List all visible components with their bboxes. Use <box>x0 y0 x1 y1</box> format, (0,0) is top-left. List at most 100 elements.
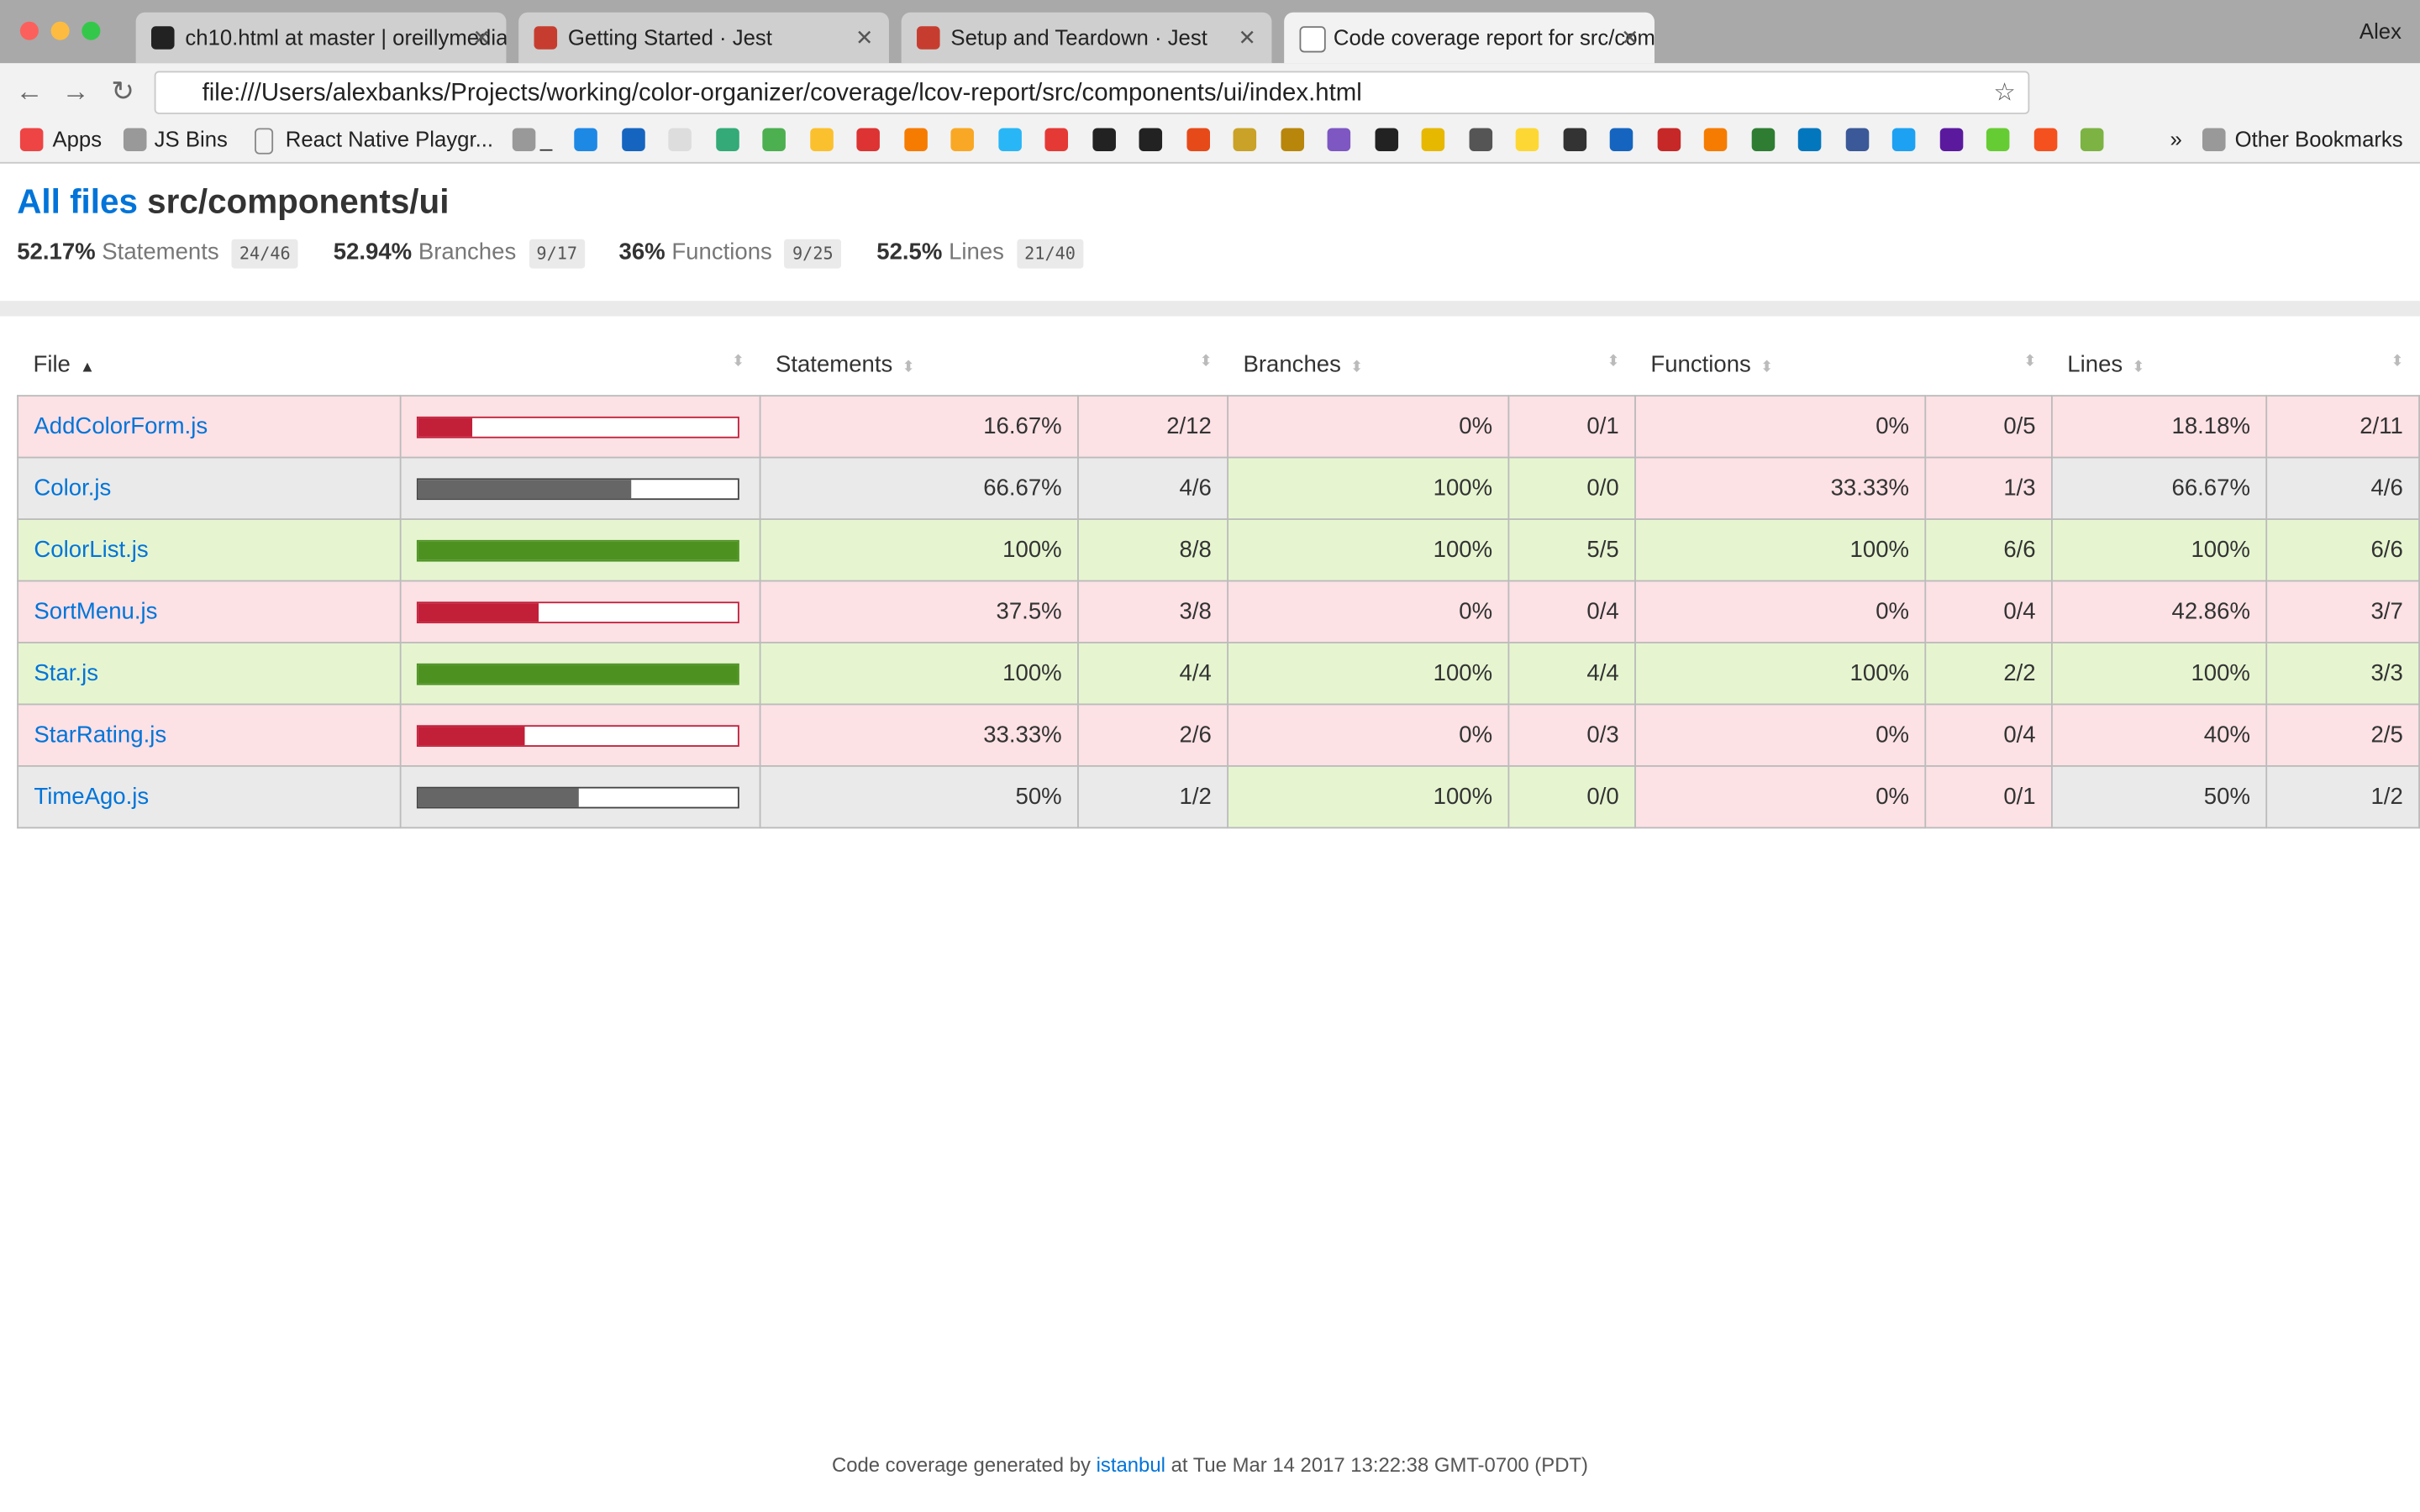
separator <box>0 301 2420 317</box>
bookmark-icon[interactable] <box>2033 128 2057 151</box>
file-link[interactable]: StarRating.js <box>34 722 167 748</box>
istanbul-link[interactable]: istanbul <box>1096 1453 1165 1477</box>
tab[interactable]: Getting Started · Jest ✕ <box>518 12 889 64</box>
file-link[interactable]: SortMenu.js <box>34 598 158 625</box>
forward-button[interactable]: → <box>61 75 90 107</box>
functions-pct: 0% <box>1634 395 1927 459</box>
coverage-table: File ▲ ⬍ Statements ⬍ ⬍ Branches ⬍ ⬍ Functions ⬍ ⬍ L… <box>17 333 2420 829</box>
summary-fraction: 21/40 <box>1016 239 1084 269</box>
bookmark-icon[interactable] <box>1186 128 1210 151</box>
bookmark-icon[interactable] <box>1609 128 1634 151</box>
bookmark-icon[interactable] <box>668 128 692 151</box>
bookmark-star[interactable]: ☆ <box>1993 80 2016 107</box>
bookmark-icon[interactable] <box>1044 128 1069 151</box>
functions-pct: 100% <box>1634 642 1927 706</box>
bookmark-icon[interactable] <box>715 128 739 151</box>
bookmark-icon[interactable] <box>997 128 1021 151</box>
summary-item: 36% Functions 9/25 <box>619 239 841 269</box>
lines-fraction: 3/7 <box>2265 580 2420 643</box>
bookmark-icon[interactable] <box>762 128 786 151</box>
header-label: Statements <box>775 350 893 378</box>
bookmark-icon[interactable] <box>621 128 644 151</box>
lines-fraction: 2/5 <box>2265 703 2420 767</box>
file-cell: AddColorForm.js <box>17 395 402 459</box>
bar-cell <box>399 703 761 767</box>
bookmark-icon[interactable] <box>1233 128 1257 151</box>
bookmark[interactable]: React Native Playgr... <box>285 126 494 151</box>
column-header[interactable]: ⬍ <box>401 333 760 396</box>
bookmark-icon[interactable] <box>1468 128 1492 151</box>
bookmark-icon[interactable] <box>809 128 833 151</box>
bookmark-icon[interactable] <box>1280 128 1304 151</box>
bookmark-icon[interactable] <box>903 128 927 151</box>
reload-button[interactable]: ↻ <box>111 75 134 107</box>
minimize-window[interactable] <box>50 21 70 40</box>
file-link[interactable]: ColorList.js <box>34 537 149 564</box>
close-window[interactable] <box>19 21 39 40</box>
back-button[interactable]: ← <box>15 75 44 107</box>
file-row: ColorList.js 100% 8/8 100% 5/5 100% 6/6 100% 6/6 <box>17 518 2420 582</box>
column-header[interactable]: Statements ⬍ ⬍ <box>760 333 1228 396</box>
bookmark[interactable]: _ <box>539 126 553 151</box>
bookmark-icon[interactable] <box>1939 128 1963 151</box>
file-link[interactable]: Color.js <box>34 475 112 501</box>
bookmark-icon[interactable] <box>950 128 974 151</box>
column-header[interactable]: Lines ⬍ ⬍ <box>2052 333 2419 396</box>
file-link[interactable]: Star.js <box>34 660 98 687</box>
coverage-fill <box>418 726 525 745</box>
bookmark-icon[interactable] <box>1515 128 1539 151</box>
functions-fraction: 0/1 <box>1924 765 2053 829</box>
bookmark-icon[interactable] <box>1327 128 1351 151</box>
bookmark-icon[interactable] <box>1092 128 1116 151</box>
header-row: File ▲ ⬍ Statements ⬍ ⬍ Branches ⬍ ⬍ Functions ⬍ ⬍ L… <box>18 333 2419 396</box>
bookmark-icon[interactable] <box>1139 128 1163 151</box>
bookmark-icon[interactable] <box>1703 128 1728 151</box>
address-bar[interactable]: file:///Users/alexbanks/Projects/working… <box>154 71 2030 114</box>
summary-item: 52.5% Lines 21/40 <box>876 239 1084 269</box>
footer-text: Code coverage generated by <box>831 1453 1091 1477</box>
bookmark[interactable]: Other Bookmarks <box>2234 126 2403 151</box>
column-header[interactable]: Branches ⬍ ⬍ <box>1228 333 1635 396</box>
bookmark-icon[interactable] <box>1421 128 1445 151</box>
bookmark-icon[interactable] <box>1844 128 1869 151</box>
file-row: Star.js 100% 4/4 100% 4/4 100% 2/2 100% 3/3 <box>17 642 2420 706</box>
branches-fraction: 0/3 <box>1507 703 1636 767</box>
file-link[interactable]: AddColorForm.js <box>34 413 208 440</box>
bar-cell <box>399 518 761 582</box>
bookmark-icon[interactable] <box>1562 128 1586 151</box>
file-link[interactable]: TimeAgo.js <box>34 784 150 811</box>
bookmark-icon[interactable] <box>1656 128 1681 151</box>
file-cell: SortMenu.js <box>17 580 402 643</box>
bookmark-icon[interactable] <box>1374 128 1398 151</box>
statements-pct: 100% <box>759 642 1079 706</box>
zoom-window[interactable] <box>82 21 101 40</box>
bookmark-icon[interactable] <box>1797 128 1822 151</box>
branches-pct: 0% <box>1227 703 1510 767</box>
more-bookmarks[interactable]: » <box>2170 126 2182 151</box>
bookmark-icon[interactable] <box>1986 128 2010 151</box>
branches-pct: 0% <box>1227 395 1510 459</box>
bar-cell <box>399 642 761 706</box>
column-header[interactable]: File ▲ <box>18 333 401 396</box>
bookmark[interactable]: JS Bins <box>154 126 228 151</box>
tab[interactable]: ch10.html at master | oreillymedia ✕ <box>135 12 507 64</box>
tab[interactable]: Setup and Teardown · Jest ✕ <box>901 12 1272 64</box>
column-header[interactable]: Functions ⬍ ⬍ <box>1635 333 2052 396</box>
bookmark-icon[interactable] <box>856 128 880 151</box>
bookmark-icon[interactable] <box>2080 128 2104 151</box>
all-files-link[interactable]: All files <box>17 181 138 221</box>
coverage-bar <box>416 477 739 500</box>
bookmark-icon[interactable] <box>1750 128 1775 151</box>
tab-active[interactable]: Code coverage report for src/components/… <box>1284 12 1655 64</box>
bookmark-icon[interactable] <box>574 128 597 151</box>
profile-name[interactable]: Alex <box>2359 18 2402 44</box>
sort-icon: ⬍ <box>731 353 745 370</box>
statements-fraction: 1/2 <box>1077 765 1229 829</box>
bookmark-icon[interactable] <box>1891 128 1916 151</box>
bookmark[interactable]: Apps <box>52 126 103 151</box>
bar-cell <box>399 456 761 520</box>
statements-fraction: 4/4 <box>1077 642 1229 706</box>
sort-icon: ⬍ <box>2132 359 2145 376</box>
